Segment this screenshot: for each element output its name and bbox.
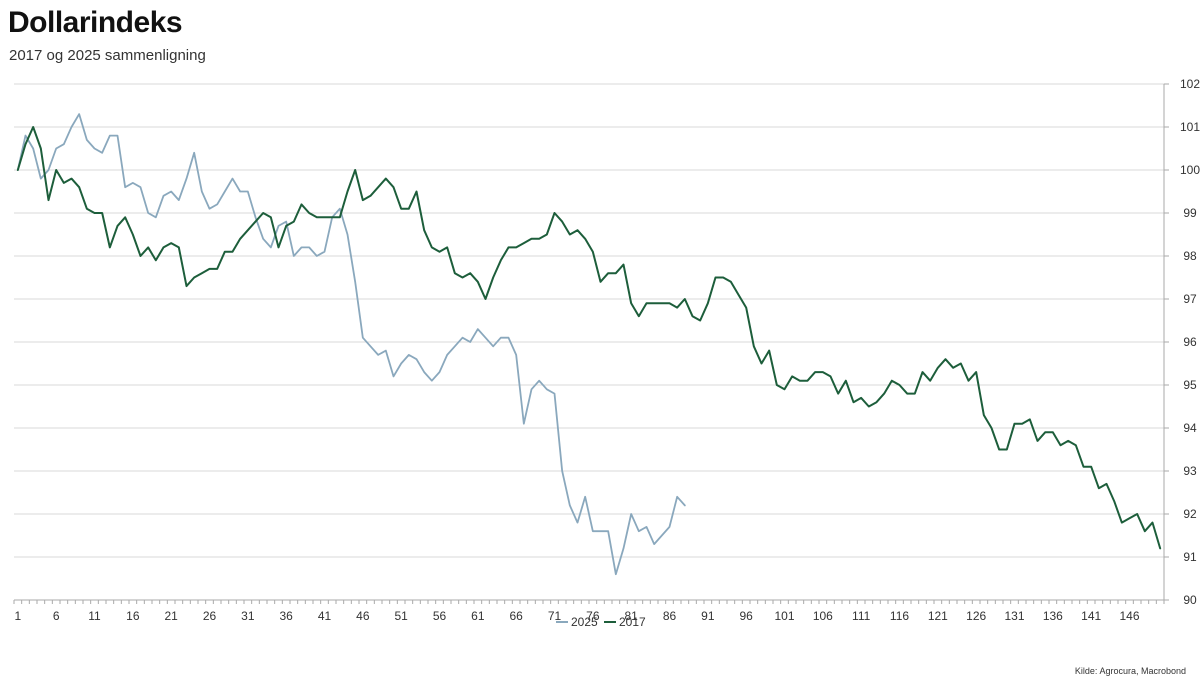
x-tick-label: 6: [53, 609, 60, 623]
x-tick-label: 141: [1081, 609, 1101, 623]
x-tick-label: 91: [701, 609, 715, 623]
x-tick-label: 106: [813, 609, 833, 623]
x-tick-label: 21: [164, 609, 178, 623]
x-tick-label: 146: [1119, 609, 1139, 623]
x-tick-label: 111: [852, 609, 871, 623]
x-tick-label: 36: [279, 609, 293, 623]
x-tick-label: 41: [318, 609, 332, 623]
y-tick-label: 93: [1183, 464, 1197, 478]
y-tick-label: 101: [1180, 120, 1200, 134]
x-tick-label: 116: [890, 609, 909, 623]
grid-lines: [14, 83, 1164, 558]
x-tick-label: 86: [663, 609, 677, 623]
x-tick-label: 71: [548, 609, 562, 623]
legend-label-2025: 2025: [571, 615, 598, 629]
x-tick-label: 96: [739, 609, 753, 623]
y-tick-label: 96: [1183, 335, 1197, 349]
x-tick-label: 131: [1004, 609, 1024, 623]
x-tick-label: 66: [509, 609, 523, 623]
x-tick-label: 26: [203, 609, 217, 623]
x-tick-label: 76: [586, 609, 600, 623]
x-tick-label: 1: [14, 609, 21, 623]
legend-label-2017: 2017: [619, 615, 646, 629]
y-tick-label: 90: [1183, 593, 1197, 607]
source-note: Kilde: Agrocura, Macrobond: [1074, 666, 1186, 676]
x-tick-label: 81: [624, 609, 638, 623]
legend: 2025 2017: [556, 615, 646, 629]
x-tick-label: 56: [433, 609, 447, 623]
y-tick-label: 97: [1183, 292, 1197, 306]
y-tick-label: 91: [1183, 550, 1197, 564]
x-tick-label: 51: [394, 609, 408, 623]
series-lines: [16, 113, 1162, 576]
x-tick-label: 126: [966, 609, 986, 623]
y-tick-label: 92: [1183, 507, 1197, 521]
y-tick-label: 100: [1180, 163, 1200, 177]
series-line-2025: [16, 113, 686, 576]
y-tick-label: 99: [1183, 206, 1197, 220]
series-line-2017: [16, 126, 1162, 550]
x-tick-label: 46: [356, 609, 370, 623]
x-tick-label: 31: [241, 609, 255, 623]
chart-title: Dollarindeks: [8, 6, 183, 39]
x-tick-label: 136: [1043, 609, 1063, 623]
chart-subtitle: 2017 og 2025 sammenligning: [9, 47, 206, 64]
x-tick-label: 11: [88, 609, 101, 623]
x-tick-label: 61: [471, 609, 485, 623]
x-tick-label: 16: [126, 609, 140, 623]
y-tick-label: 94: [1183, 421, 1197, 435]
x-tick-label: 121: [928, 609, 948, 623]
x-tick-label: 101: [774, 609, 794, 623]
x-axis: 1 6 11 16 21 26 31 36 41 46 51 56 61 66 71 76 81 86 91 96 10…: [13, 599, 1165, 623]
y-tick-label: 102: [1180, 77, 1200, 91]
y-tick-label: 95: [1183, 378, 1197, 392]
y-tick-label: 98: [1183, 249, 1197, 263]
y-axis-ticks: 90 91 92 93 94 95 96 97 98 99 100 101 102: [1163, 77, 1200, 607]
